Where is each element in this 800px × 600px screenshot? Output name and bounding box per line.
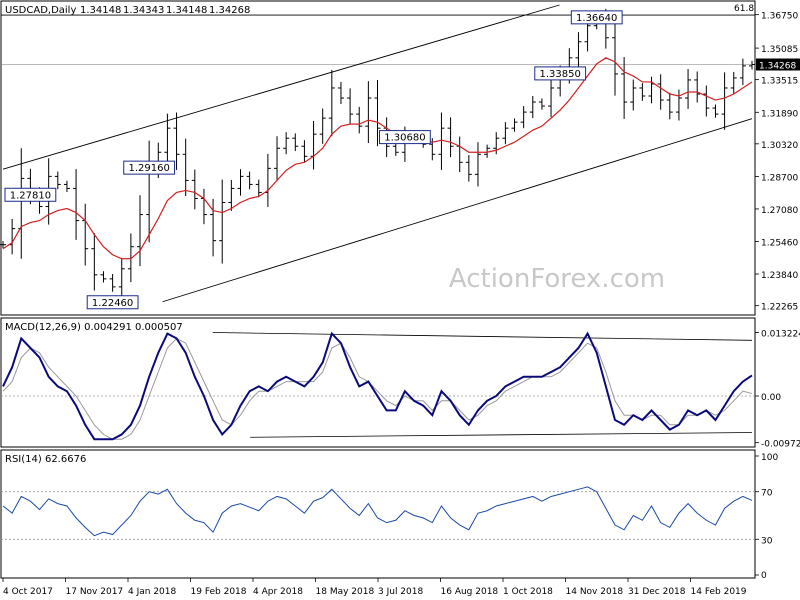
annotation-label: 1.27810 — [10, 190, 51, 201]
rsi-panel-frame — [0, 449, 756, 579]
macd-signal-line — [2, 337, 753, 440]
annotation-box — [4, 187, 57, 202]
annotation-box — [86, 295, 139, 310]
price-y-tick-label: 1.28700 — [761, 173, 798, 183]
axis-layer: 1.36750 1.35085 1.33515 1.31890 1.30320 1.287… — [755, 12, 800, 581]
ohlc-values: 1.34148 1.34343 1.34148 1.34268 — [80, 5, 250, 16]
macd-main-line — [2, 331, 753, 441]
price-y-tick-label: 1.27080 — [761, 206, 798, 216]
rsi-y-tick-label: 30 — [761, 536, 773, 546]
channel-upper-line — [2, 4, 560, 170]
annotation-label: 1.29160 — [128, 163, 169, 174]
x-tick-label: 14 Feb 2019 — [691, 587, 747, 597]
price-y-tick-label: 1.22265 — [761, 303, 798, 313]
x-tick-label: 4 Apr 2018 — [253, 587, 303, 597]
macd-trend-lower — [250, 432, 753, 438]
rsi-line — [2, 486, 753, 537]
rsi-layer — [1, 486, 755, 540]
macd-label: MACD(12,26,9) 0.004291 0.000507 — [5, 322, 183, 333]
x-tick-label: 16 Aug 2018 — [441, 587, 499, 597]
current-price-tag-label: 1.34268 — [759, 62, 796, 72]
annotation-label: 1.36640 — [576, 13, 617, 24]
macd-y-tick-label: 0.013224 — [761, 330, 800, 340]
x-tick-label: 31 Dec 2018 — [628, 587, 686, 597]
channel-lower-line — [162, 118, 753, 303]
annotation-label: 1.30680 — [384, 133, 425, 144]
price-y-tick-label: 1.36750 — [761, 12, 798, 22]
price-y-tick-label: 1.25460 — [761, 238, 798, 248]
x-tick-label: 17 Nov 2017 — [66, 587, 124, 597]
macd-y-tick-label: 0.00 — [761, 393, 781, 403]
ohlc-low: 1.34148 — [166, 5, 207, 16]
x-axis-layer: 4 Oct 2017 17 Nov 2017 4 Jan 2018 19 Feb 20… — [2, 578, 747, 597]
watermark: ActionForex.com — [449, 264, 665, 294]
price-y-tick-label: 1.33515 — [761, 77, 798, 87]
x-tick-label: 4 Jan 2018 — [128, 587, 176, 597]
x-tick-label: 4 Oct 2017 — [3, 587, 53, 597]
x-tick-label: 18 May 2018 — [316, 587, 375, 597]
x-tick-label: 19 Feb 2018 — [191, 587, 247, 597]
annotation-box — [570, 10, 623, 25]
annotation-box — [123, 160, 176, 175]
macd-trend-upper — [212, 332, 753, 341]
rsi-label: RSI(14) 62.6676 — [5, 454, 86, 465]
fib-label: 61.8 — [734, 4, 754, 14]
rsi-y-tick-label: 0 — [761, 571, 767, 581]
price-y-tick-label: 1.35085 — [761, 45, 798, 55]
annotation-label: 1.33850 — [540, 69, 581, 80]
x-tick-label: 1 Oct 2018 — [503, 587, 553, 597]
moving-average-line — [2, 57, 753, 260]
rsi-y-tick-label: 70 — [761, 489, 773, 499]
x-tick-label: 3 Jul 2018 — [378, 587, 423, 597]
price-y-tick-label: 1.30320 — [761, 141, 798, 151]
ohlc-high: 1.34343 — [123, 5, 164, 16]
price-y-tick-label: 1.31890 — [761, 109, 798, 119]
ohlc-open: 1.34148 — [80, 5, 121, 16]
annotation-box — [534, 66, 587, 81]
x-tick-label: 14 Nov 2018 — [566, 587, 624, 597]
macd-panel-frame — [0, 317, 756, 448]
chart-title: USDCAD,Daily — [5, 5, 76, 16]
price-panel-frame — [0, 0, 756, 316]
ohlc-close: 1.34268 — [209, 5, 250, 16]
price-layer: 1.29160 1.22460 1.33850 1.27810 1.36640 1.306… — [0, 4, 755, 310]
rsi-y-tick-label: 100 — [761, 453, 778, 463]
annotation-box — [379, 130, 431, 145]
annotation-label: 1.22460 — [92, 298, 133, 309]
price-y-tick-label: 1.23840 — [761, 271, 798, 281]
macd-layer — [1, 331, 755, 441]
current-price-tag — [756, 58, 800, 71]
